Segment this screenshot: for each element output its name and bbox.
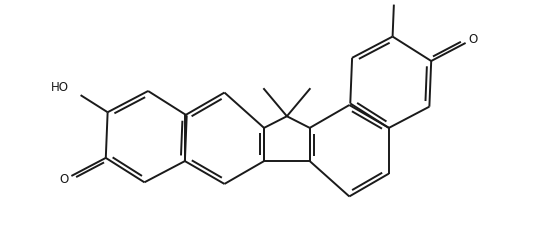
Text: O: O <box>468 33 477 46</box>
Text: HO: HO <box>51 81 69 94</box>
Text: O: O <box>60 173 69 186</box>
